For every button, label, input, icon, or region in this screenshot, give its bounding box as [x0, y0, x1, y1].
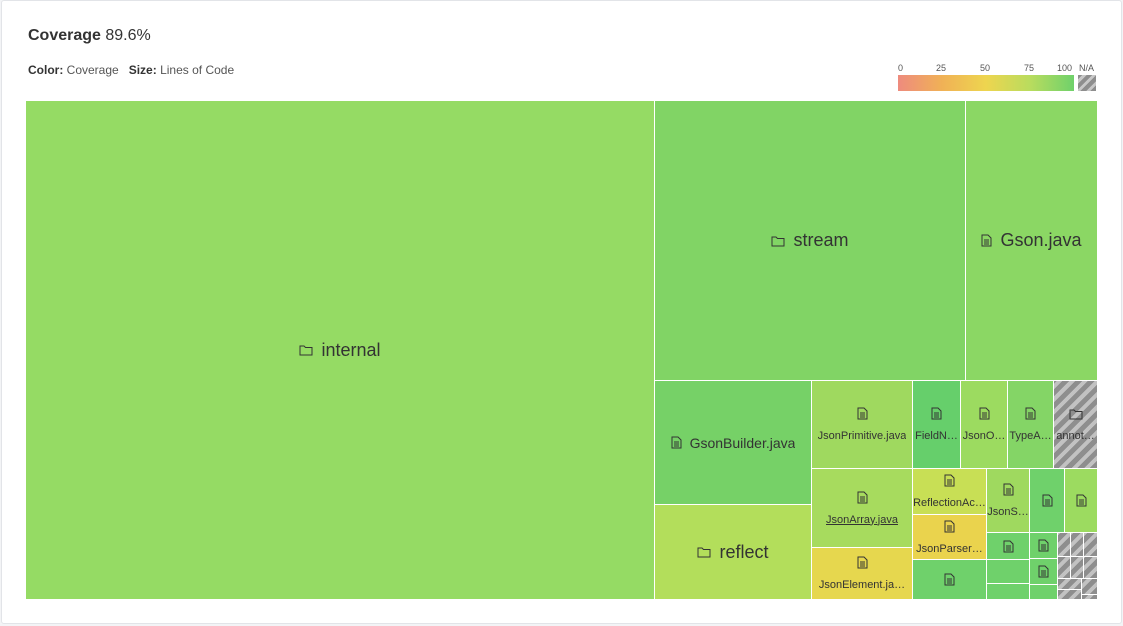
treemap-label: JsonElement.ja… — [818, 579, 906, 591]
folder-icon — [1069, 409, 1082, 419]
file-icon — [1038, 565, 1049, 578]
file-icon — [671, 436, 682, 449]
file-icon — [857, 407, 867, 420]
treemap-file-jsonparser[interactable]: JsonParser… — [913, 515, 987, 560]
size-label: Size: — [128, 63, 157, 77]
file-icon — [931, 407, 942, 420]
file-icon — [1038, 539, 1049, 552]
treemap-na-tile[interactable] — [1084, 557, 1098, 579]
color-metric: Coverage — [66, 63, 119, 77]
treemap-label: JsonPrimitive.java — [817, 430, 907, 442]
treemap-file-jsons[interactable]: JsonS… — [987, 469, 1030, 533]
file-icon — [944, 520, 955, 532]
treemap-file-gson-java[interactable]: Gson.java — [966, 101, 1098, 381]
folder-icon — [697, 547, 711, 558]
treemap-file-jsonarray-java[interactable]: JsonArray.java — [812, 469, 913, 548]
treemap-folder-reflect[interactable]: reflect — [655, 505, 812, 600]
treemap-file-unlabeled[interactable] — [1030, 469, 1065, 533]
treemap-label: FieldN… — [915, 430, 958, 442]
legend-tick-50: 50 — [980, 63, 991, 73]
treemap-file-typea[interactable]: TypeA… — [1008, 381, 1054, 469]
coverage-value: 89.6% — [105, 27, 151, 44]
treemap-file-gsonbuilder-java[interactable]: GsonBuilder.java — [655, 381, 812, 505]
file-icon — [944, 573, 955, 586]
file-icon — [1025, 407, 1036, 420]
file-icon — [979, 407, 989, 420]
treemap-label: reflect — [719, 541, 769, 562]
file-icon — [857, 556, 867, 569]
treemap: internal stream Gson.java GsonBuilder.ja… — [26, 101, 1098, 600]
treemap-file-unlabeled[interactable] — [1030, 533, 1058, 559]
treemap-label: internal — [321, 339, 381, 360]
file-icon — [1042, 494, 1052, 507]
treemap-folder-annotations[interactable]: annot… — [1054, 381, 1098, 469]
treemap-file-unlabeled[interactable] — [1065, 469, 1098, 533]
file-icon — [1076, 494, 1086, 507]
treemap-file-reflectionaccess[interactable]: ReflectionAc… — [913, 469, 987, 515]
legend-tick-75: 75 — [1024, 63, 1035, 73]
file-icon — [1003, 540, 1013, 552]
legend-na-label: N/A — [1079, 63, 1095, 73]
treemap-label: JsonParser… — [916, 542, 983, 555]
treemap-file-unlabeled[interactable] — [1030, 585, 1058, 600]
treemap-label: ReflectionAc… — [913, 497, 986, 509]
legend-tick-0: 0 — [898, 63, 904, 73]
folder-icon — [771, 236, 785, 246]
treemap-file-fieldn[interactable]: FieldN… — [913, 381, 961, 469]
treemap-label: annot… — [1056, 429, 1095, 442]
legend-tick-100: 100 — [1057, 63, 1073, 73]
treemap-na-tile[interactable] — [1058, 579, 1082, 590]
treemap-label: JsonArray.java — [826, 513, 898, 526]
legend-gradient-bar — [898, 75, 1074, 91]
title-label: Coverage — [28, 27, 101, 44]
treemap-na-tile[interactable] — [1082, 579, 1098, 595]
treemap-folder-stream[interactable]: stream — [655, 101, 966, 381]
treemap-label: TypeA… — [1009, 430, 1052, 442]
treemap-file-jsonprimitive-java[interactable]: JsonPrimitive.java — [812, 381, 913, 469]
treemap-na-tile[interactable] — [1058, 533, 1071, 557]
treemap-file-unlabeled[interactable] — [987, 584, 1030, 600]
treemap-na-tile[interactable] — [1058, 590, 1082, 600]
treemap-settings: Color: Coverage Size: Lines of Code — [28, 63, 234, 77]
file-icon — [1003, 483, 1013, 496]
treemap-label: stream — [793, 230, 849, 250]
treemap-na-tile[interactable] — [1071, 533, 1084, 557]
legend-na-swatch — [1078, 75, 1096, 91]
treemap-na-tile[interactable] — [1071, 557, 1084, 579]
file-icon — [857, 491, 867, 503]
treemap-label: GsonBuilder.java — [689, 434, 796, 451]
treemap-file-unlabeled[interactable] — [987, 533, 1030, 560]
treemap-label: Gson.java — [1000, 230, 1082, 250]
folder-icon — [299, 345, 313, 356]
treemap-label: JsonO… — [962, 430, 1006, 442]
file-icon — [944, 474, 955, 487]
treemap-file-unlabeled[interactable] — [913, 560, 987, 600]
page-title: Coverage 89.6% — [28, 27, 151, 45]
treemap-na-tile[interactable] — [1082, 595, 1098, 600]
file-icon — [981, 234, 992, 247]
treemap-file-unlabeled[interactable] — [987, 560, 1030, 584]
treemap-na-tile[interactable] — [1058, 557, 1071, 579]
treemap-label: JsonS… — [987, 506, 1029, 518]
size-metric: Lines of Code — [160, 63, 235, 77]
treemap-na-tile[interactable] — [1084, 533, 1098, 557]
legend-tick-25: 25 — [936, 63, 947, 73]
treemap-file-unlabeled[interactable] — [1030, 559, 1058, 585]
treemap-folder-internal[interactable]: internal — [26, 101, 655, 600]
treemap-file-jsono[interactable]: JsonO… — [961, 381, 1008, 469]
color-label: Color: — [28, 63, 64, 77]
treemap-file-jsonelement-java[interactable]: JsonElement.ja… — [812, 548, 913, 600]
color-legend: 0 25 50 75 100 N/A — [898, 63, 1098, 93]
